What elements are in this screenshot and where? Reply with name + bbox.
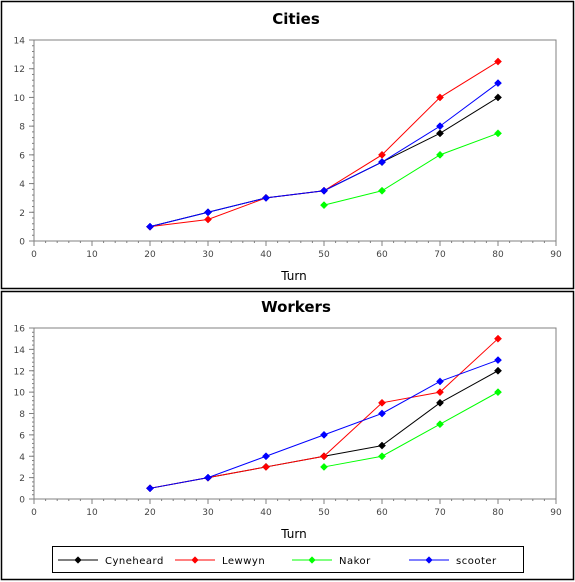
plot-area	[33, 327, 557, 500]
y-tick-label: 8	[19, 123, 25, 133]
data-point-lewwyn	[262, 462, 270, 471]
data-point-scooter	[436, 377, 444, 386]
y-tick-label: 4	[19, 453, 25, 463]
workers-chart: Workers 0 10 20 30 40 50 60 70 80 90 0 2 4 6 8 10 12 14 16 T…	[14, 298, 562, 541]
data-point-nakor	[378, 186, 386, 195]
data-point-scooter	[262, 452, 270, 461]
x-tick-label: 40	[260, 508, 272, 518]
data-point-lewwyn	[378, 398, 386, 407]
legend-marker-cyneheard	[74, 556, 82, 564]
legend-label-cyneheard: Cyneheard	[105, 556, 164, 567]
x-tick-label: 30	[202, 508, 214, 518]
series-line-nakor	[323, 391, 499, 468]
workers-panel-border	[0, 290, 575, 581]
data-point-cyneheard	[436, 129, 444, 138]
legend-marker-scooter	[425, 556, 433, 564]
data-point-lewwyn	[204, 215, 212, 224]
x-tick-label: 0	[31, 508, 37, 518]
data-point-scooter	[204, 473, 212, 482]
y-tick-label: 16	[14, 325, 26, 335]
legend-label-lewwyn: Lewwyn	[222, 556, 265, 567]
data-point-nakor	[494, 388, 502, 397]
y-tick-label: 0	[19, 238, 25, 248]
data-point-nakor	[320, 201, 328, 210]
x-tick-label: 80	[492, 508, 504, 518]
data-point-scooter	[146, 484, 154, 493]
y-tick-label: 14	[14, 346, 26, 356]
data-point-nakor	[320, 462, 328, 471]
x-tick-label: 50	[318, 250, 330, 260]
x-tick-label: 20	[144, 250, 156, 260]
data-point-lewwyn	[436, 388, 444, 397]
data-point-nakor	[378, 452, 386, 461]
data-point-scooter	[494, 79, 502, 88]
x-tick-label: 90	[550, 250, 562, 260]
x-tick-label: 70	[434, 250, 446, 260]
legend-label-scooter: scooter	[456, 556, 497, 567]
y-tick-label: 0	[19, 496, 25, 506]
data-point-cyneheard	[378, 441, 386, 450]
data-point-scooter	[378, 158, 386, 166]
y-tick-label: 8	[19, 410, 25, 420]
series-line-nakor	[323, 132, 499, 206]
x-tick-label: 10	[86, 250, 98, 260]
data-point-nakor	[436, 150, 444, 159]
x-tick-label: 90	[550, 508, 562, 518]
data-point-lewwyn	[320, 452, 328, 461]
y-tick-label: 4	[19, 180, 25, 190]
y-tick-label: 6	[19, 151, 25, 161]
y-tick-label: 2	[19, 474, 25, 484]
legend-marker-lewwyn	[191, 556, 199, 564]
x-axis-label: Turn	[280, 269, 306, 283]
y-tick-label: 14	[14, 37, 26, 47]
y-tick-label: 10	[14, 94, 26, 104]
x-tick-label: 40	[260, 250, 272, 260]
data-point-lewwyn	[494, 57, 502, 66]
data-point-nakor	[436, 420, 444, 429]
cities-chart: Cities 0 10 20 30 40 50 60 70 80 90 0 2 4 6 8 10 12 14 Turn	[14, 10, 562, 283]
data-point-scooter	[204, 208, 212, 217]
data-point-scooter	[436, 122, 444, 131]
data-point-cyneheard	[494, 93, 502, 102]
data-point-scooter	[262, 193, 270, 202]
data-point-lewwyn	[494, 334, 502, 343]
x-tick-label: 20	[144, 508, 156, 518]
y-tick-label: 10	[14, 389, 26, 399]
y-tick-label: 12	[14, 65, 25, 75]
x-tick-label: 0	[31, 250, 37, 260]
x-tick-label: 60	[376, 508, 388, 518]
data-point-lewwyn	[436, 93, 444, 102]
data-point-scooter	[146, 222, 154, 231]
data-point-cyneheard	[436, 398, 444, 407]
x-tick-label: 30	[202, 250, 214, 260]
x-tick-label: 50	[318, 508, 330, 518]
x-tick-label: 70	[434, 508, 446, 518]
x-tick-label: 10	[86, 508, 98, 518]
data-point-scooter	[320, 186, 328, 195]
y-tick-label: 6	[19, 431, 25, 441]
legend: Cyneheard Lewwyn Nakor scooter	[52, 546, 524, 573]
cities-panel-border	[0, 0, 575, 290]
y-tick-label: 12	[14, 367, 25, 377]
plot-area	[33, 39, 557, 242]
data-point-cyneheard	[494, 366, 502, 375]
data-point-nakor	[494, 129, 502, 138]
chart-title: Cities	[272, 10, 320, 28]
data-point-scooter	[494, 356, 502, 365]
x-axis-label: Turn	[280, 527, 306, 541]
data-point-scooter	[378, 409, 386, 418]
legend-marker-nakor	[308, 556, 316, 564]
y-tick-label: 2	[19, 209, 25, 219]
x-tick-label: 60	[376, 250, 388, 260]
chart-title: Workers	[261, 298, 331, 316]
legend-label-nakor: Nakor	[339, 556, 371, 567]
x-tick-label: 80	[492, 250, 504, 260]
data-point-scooter	[320, 430, 328, 439]
